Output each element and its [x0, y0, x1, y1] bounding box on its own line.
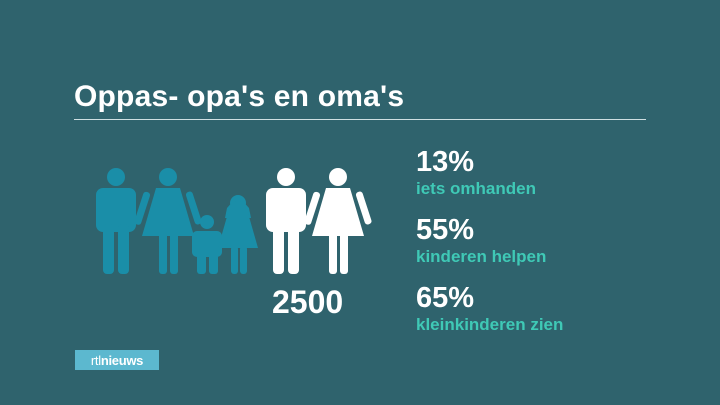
rtl-nieuws-logo: rtl nieuws — [75, 350, 159, 370]
stat-item: 13% iets omhanden — [416, 146, 563, 214]
title-divider — [74, 119, 646, 120]
girl-teal-icon — [218, 195, 258, 274]
stat-value: 65% — [416, 282, 475, 314]
grandparent-count: 2500 — [272, 284, 344, 320]
stat-item: 65% kleinkinderen zien — [416, 282, 563, 350]
boy-teal-icon — [192, 215, 222, 274]
page-title: Oppas- opa's en oma's — [74, 80, 405, 113]
logo-prefix: rtl — [90, 352, 101, 368]
man-teal-icon — [96, 168, 136, 274]
stat-value: 13% — [416, 146, 475, 178]
stat-value: 55% — [416, 214, 475, 246]
family-figures — [96, 168, 372, 274]
stat-item: 55% kinderen helpen — [416, 214, 563, 282]
stats-list: 13% iets omhanden 55% kinderen helpen 65… — [416, 146, 563, 350]
woman-white-icon — [304, 168, 372, 274]
stat-label: kinderen helpen — [416, 247, 547, 266]
logo-name: nieuws — [100, 352, 144, 368]
woman-teal-icon — [134, 168, 202, 274]
stat-label: iets omhanden — [416, 179, 536, 198]
stat-label: kleinkinderen zien — [416, 315, 564, 334]
man-white-icon — [266, 168, 306, 274]
